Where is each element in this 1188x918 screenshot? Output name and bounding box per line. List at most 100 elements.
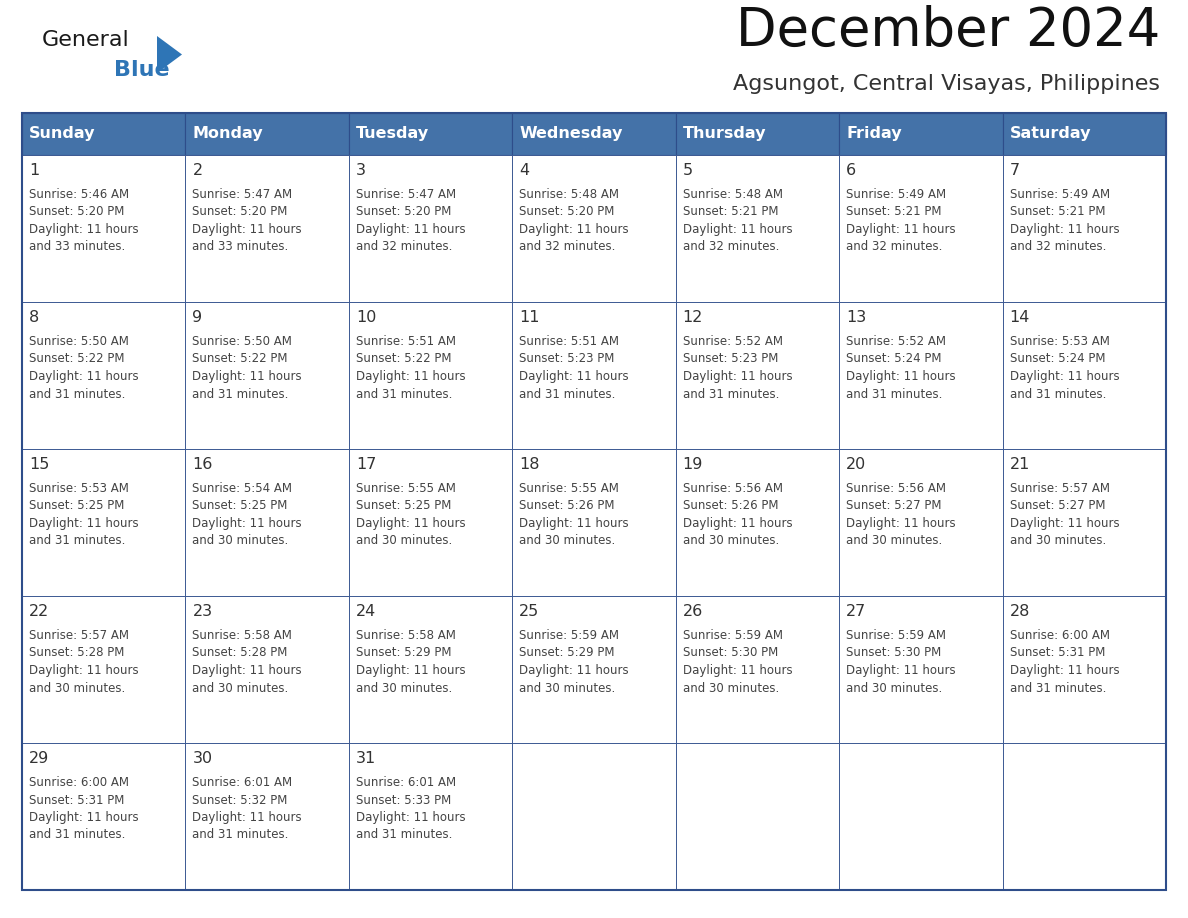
Text: Saturday: Saturday bbox=[1010, 127, 1091, 141]
Text: and 32 minutes.: and 32 minutes. bbox=[356, 241, 453, 253]
Text: Daylight: 11 hours: Daylight: 11 hours bbox=[29, 664, 139, 677]
Text: and 32 minutes.: and 32 minutes. bbox=[846, 241, 942, 253]
Bar bbox=[1003, 113, 1165, 155]
Text: Sunset: 5:23 PM: Sunset: 5:23 PM bbox=[683, 353, 778, 365]
Text: and 31 minutes.: and 31 minutes. bbox=[356, 387, 453, 400]
Bar bbox=[676, 743, 839, 890]
Text: and 31 minutes.: and 31 minutes. bbox=[519, 387, 615, 400]
Text: Daylight: 11 hours: Daylight: 11 hours bbox=[192, 517, 302, 530]
Text: and 33 minutes.: and 33 minutes. bbox=[192, 241, 289, 253]
Bar bbox=[1003, 596, 1165, 743]
Text: Sunrise: 5:52 AM: Sunrise: 5:52 AM bbox=[683, 335, 783, 348]
Text: and 31 minutes.: and 31 minutes. bbox=[846, 387, 942, 400]
Bar bbox=[676, 113, 839, 155]
Text: Sunrise: 5:47 AM: Sunrise: 5:47 AM bbox=[192, 188, 292, 201]
Bar bbox=[349, 596, 512, 743]
Bar bbox=[23, 155, 185, 302]
Bar bbox=[512, 113, 676, 155]
Text: Sunset: 5:20 PM: Sunset: 5:20 PM bbox=[519, 206, 614, 218]
Text: Sunrise: 5:56 AM: Sunrise: 5:56 AM bbox=[683, 482, 783, 495]
Text: Sunset: 5:31 PM: Sunset: 5:31 PM bbox=[29, 793, 125, 807]
Text: and 30 minutes.: and 30 minutes. bbox=[683, 534, 779, 547]
Text: Sunset: 5:20 PM: Sunset: 5:20 PM bbox=[356, 206, 451, 218]
Bar bbox=[839, 155, 1003, 302]
Text: 5: 5 bbox=[683, 163, 693, 178]
Text: Sunrise: 5:59 AM: Sunrise: 5:59 AM bbox=[519, 629, 619, 642]
Text: Sunrise: 5:54 AM: Sunrise: 5:54 AM bbox=[192, 482, 292, 495]
Text: Sunrise: 6:01 AM: Sunrise: 6:01 AM bbox=[356, 776, 456, 789]
Bar bbox=[185, 743, 349, 890]
Text: 9: 9 bbox=[192, 310, 202, 325]
Text: Sunrise: 5:53 AM: Sunrise: 5:53 AM bbox=[29, 482, 128, 495]
Text: Daylight: 11 hours: Daylight: 11 hours bbox=[192, 370, 302, 383]
Text: Daylight: 11 hours: Daylight: 11 hours bbox=[356, 223, 466, 236]
Text: Daylight: 11 hours: Daylight: 11 hours bbox=[29, 517, 139, 530]
Bar bbox=[839, 743, 1003, 890]
Text: and 30 minutes.: and 30 minutes. bbox=[1010, 534, 1106, 547]
Bar bbox=[512, 596, 676, 743]
Text: 6: 6 bbox=[846, 163, 857, 178]
Text: Sunset: 5:20 PM: Sunset: 5:20 PM bbox=[29, 206, 125, 218]
Text: 16: 16 bbox=[192, 457, 213, 472]
Bar bbox=[839, 302, 1003, 449]
Text: and 31 minutes.: and 31 minutes. bbox=[192, 829, 289, 842]
Text: 23: 23 bbox=[192, 604, 213, 619]
Text: Daylight: 11 hours: Daylight: 11 hours bbox=[519, 370, 628, 383]
Bar bbox=[512, 449, 676, 596]
Text: and 30 minutes.: and 30 minutes. bbox=[29, 681, 125, 695]
Text: and 32 minutes.: and 32 minutes. bbox=[1010, 241, 1106, 253]
Text: Sunset: 5:20 PM: Sunset: 5:20 PM bbox=[192, 206, 287, 218]
Text: Sunset: 5:24 PM: Sunset: 5:24 PM bbox=[846, 353, 942, 365]
Bar bbox=[676, 155, 839, 302]
Text: 15: 15 bbox=[29, 457, 50, 472]
Text: Sunset: 5:26 PM: Sunset: 5:26 PM bbox=[683, 499, 778, 512]
Text: Daylight: 11 hours: Daylight: 11 hours bbox=[356, 517, 466, 530]
Text: Daylight: 11 hours: Daylight: 11 hours bbox=[356, 664, 466, 677]
Text: Daylight: 11 hours: Daylight: 11 hours bbox=[356, 811, 466, 824]
Text: Sunset: 5:26 PM: Sunset: 5:26 PM bbox=[519, 499, 614, 512]
Text: Sunrise: 5:49 AM: Sunrise: 5:49 AM bbox=[846, 188, 947, 201]
Text: and 31 minutes.: and 31 minutes. bbox=[29, 387, 126, 400]
Text: 4: 4 bbox=[519, 163, 530, 178]
Text: Daylight: 11 hours: Daylight: 11 hours bbox=[1010, 517, 1119, 530]
Text: Sunset: 5:21 PM: Sunset: 5:21 PM bbox=[846, 206, 942, 218]
Text: Daylight: 11 hours: Daylight: 11 hours bbox=[192, 811, 302, 824]
Polygon shape bbox=[157, 36, 182, 73]
Text: Sunrise: 5:50 AM: Sunrise: 5:50 AM bbox=[192, 335, 292, 348]
Text: Daylight: 11 hours: Daylight: 11 hours bbox=[1010, 664, 1119, 677]
Text: Sunrise: 5:49 AM: Sunrise: 5:49 AM bbox=[1010, 188, 1110, 201]
Text: Agsungot, Central Visayas, Philippines: Agsungot, Central Visayas, Philippines bbox=[733, 74, 1159, 94]
Text: Daylight: 11 hours: Daylight: 11 hours bbox=[29, 370, 139, 383]
Text: 29: 29 bbox=[29, 751, 49, 766]
Bar bbox=[839, 596, 1003, 743]
Text: Sunrise: 5:55 AM: Sunrise: 5:55 AM bbox=[356, 482, 456, 495]
Bar bbox=[349, 155, 512, 302]
Text: Sunset: 5:21 PM: Sunset: 5:21 PM bbox=[1010, 206, 1105, 218]
Text: Sunrise: 5:58 AM: Sunrise: 5:58 AM bbox=[192, 629, 292, 642]
Text: Sunrise: 6:00 AM: Sunrise: 6:00 AM bbox=[1010, 629, 1110, 642]
Text: Daylight: 11 hours: Daylight: 11 hours bbox=[683, 517, 792, 530]
Text: and 31 minutes.: and 31 minutes. bbox=[683, 387, 779, 400]
Text: General: General bbox=[42, 30, 129, 50]
Text: Sunrise: 5:53 AM: Sunrise: 5:53 AM bbox=[1010, 335, 1110, 348]
Text: and 30 minutes.: and 30 minutes. bbox=[356, 681, 453, 695]
Text: Daylight: 11 hours: Daylight: 11 hours bbox=[846, 664, 956, 677]
Text: Daylight: 11 hours: Daylight: 11 hours bbox=[1010, 370, 1119, 383]
Bar bbox=[185, 113, 349, 155]
Bar bbox=[23, 302, 185, 449]
Bar bbox=[512, 302, 676, 449]
Bar bbox=[1003, 155, 1165, 302]
Bar bbox=[512, 155, 676, 302]
Text: and 31 minutes.: and 31 minutes. bbox=[356, 829, 453, 842]
Bar bbox=[23, 596, 185, 743]
Text: Sunset: 5:22 PM: Sunset: 5:22 PM bbox=[192, 353, 287, 365]
Text: Sunrise: 5:52 AM: Sunrise: 5:52 AM bbox=[846, 335, 946, 348]
Bar bbox=[839, 449, 1003, 596]
Text: Sunrise: 5:48 AM: Sunrise: 5:48 AM bbox=[683, 188, 783, 201]
Text: Sunset: 5:22 PM: Sunset: 5:22 PM bbox=[29, 353, 125, 365]
Text: 28: 28 bbox=[1010, 604, 1030, 619]
Text: 12: 12 bbox=[683, 310, 703, 325]
Text: 19: 19 bbox=[683, 457, 703, 472]
Text: and 33 minutes.: and 33 minutes. bbox=[29, 241, 125, 253]
Text: Tuesday: Tuesday bbox=[356, 127, 429, 141]
